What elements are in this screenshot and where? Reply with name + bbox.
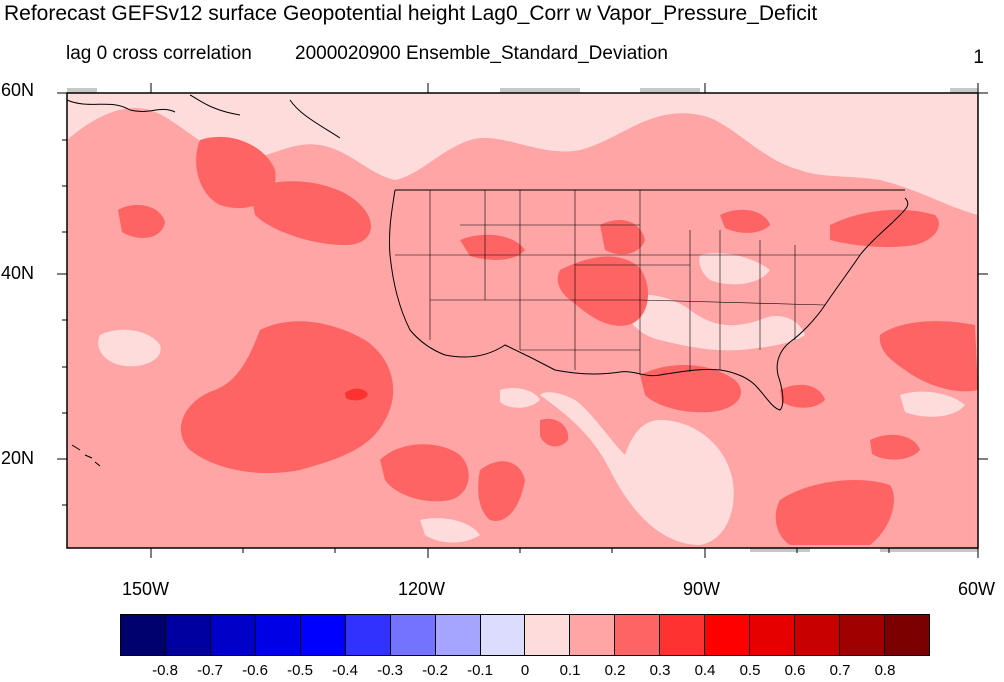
colorbar-label: -0.3 — [377, 662, 403, 679]
colorbar-labels: -0.8 -0.7 -0.6 -0.5 -0.4 -0.3 -0.2 -0.1 0 0.1 0.2 0… — [120, 662, 930, 682]
axis-ticks — [57, 83, 988, 558]
colorbar-box — [795, 615, 840, 655]
colorbar-box — [210, 615, 256, 655]
colorbar-label: -0.2 — [422, 662, 448, 679]
colorbar-label: 0.5 — [739, 662, 761, 679]
colorbar-box — [165, 615, 211, 655]
lat-label-40n: 40N — [1, 263, 35, 283]
colorbar — [120, 614, 930, 656]
colorbar-box — [705, 615, 751, 655]
colorbar-label: 0.3 — [649, 662, 671, 679]
colorbar-box — [884, 615, 929, 655]
center-string: 2000020900 Ensemble_Standard_Deviation — [295, 43, 668, 64]
colorbar-box — [525, 615, 571, 655]
colorbar-box — [840, 615, 885, 655]
colorbar-box — [750, 615, 796, 655]
missing-data-strips — [67, 88, 978, 552]
colorbar-label: -0.5 — [287, 662, 313, 679]
map-plot — [57, 83, 988, 558]
lon-label-90w: 90W — [683, 579, 721, 599]
colorbar-box — [345, 615, 391, 655]
colorbar-label: 0.2 — [604, 662, 626, 679]
colorbar-box — [435, 615, 481, 655]
colorbar-box — [300, 615, 346, 655]
colorbar-label: -0.1 — [467, 662, 493, 679]
coastlines-and-borders — [66, 94, 909, 467]
lon-label-120w: 120W — [398, 579, 446, 599]
lon-label-60w: 60W — [958, 579, 996, 599]
colorbar-label: 0.4 — [694, 662, 716, 679]
plot-title: Reforecast GEFSv12 surface Geopotential … — [4, 2, 818, 25]
colorbar-box — [480, 615, 526, 655]
colorbar-label: -0.7 — [197, 662, 223, 679]
colorbar-box — [660, 615, 706, 655]
colorbar-box — [121, 615, 166, 655]
left-string: lag 0 cross correlation — [66, 43, 252, 64]
lat-label-20n: 20N — [1, 448, 35, 468]
colorbar-box — [390, 615, 436, 655]
colorbar-box — [570, 615, 616, 655]
mid-contour-regions — [118, 136, 978, 545]
colorbar-box — [255, 615, 301, 655]
colorbar-label: 0.6 — [784, 662, 806, 679]
lon-label-150w: 150W — [122, 579, 170, 599]
colorbar-label: -0.8 — [152, 662, 178, 679]
strong-contour-region — [345, 388, 368, 401]
colorbar-label: 0 — [520, 662, 530, 679]
colorbar-label: -0.4 — [332, 662, 358, 679]
colorbar-label: -0.6 — [242, 662, 268, 679]
lat-label-60n: 60N — [1, 80, 35, 100]
light-contour-regions — [67, 93, 978, 545]
colorbar-label: 0.1 — [559, 662, 581, 679]
colorbar-box — [615, 615, 661, 655]
right-string: 1 — [973, 47, 984, 68]
colorbar-label: 0.7 — [829, 662, 851, 679]
colorbar-label: 0.8 — [874, 662, 896, 679]
